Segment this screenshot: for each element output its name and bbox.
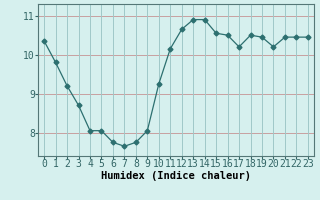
X-axis label: Humidex (Indice chaleur): Humidex (Indice chaleur) bbox=[101, 171, 251, 181]
